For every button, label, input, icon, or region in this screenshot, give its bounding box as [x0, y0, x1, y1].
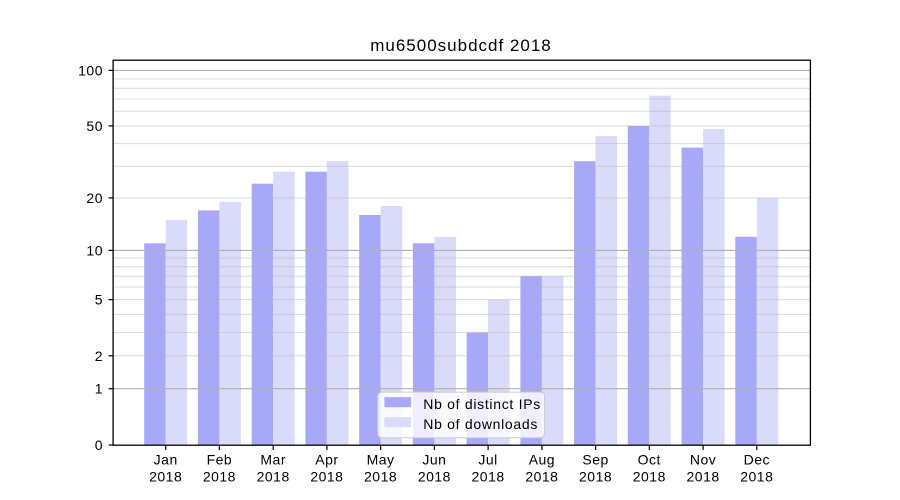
svg-text:100: 100: [78, 62, 103, 78]
svg-text:20: 20: [86, 190, 103, 206]
svg-text:Jul: Jul: [478, 452, 497, 468]
svg-text:2018: 2018: [257, 469, 290, 485]
svg-text:2018: 2018: [418, 469, 451, 485]
svg-text:0: 0: [95, 437, 103, 453]
svg-text:Apr: Apr: [315, 452, 338, 468]
svg-text:2: 2: [95, 348, 103, 364]
svg-text:1: 1: [95, 381, 103, 397]
svg-text:Dec: Dec: [744, 452, 770, 468]
svg-text:2018: 2018: [364, 469, 397, 485]
svg-text:2018: 2018: [310, 469, 343, 485]
svg-text:Nb of distinct IPs: Nb of distinct IPs: [423, 396, 541, 412]
svg-text:10: 10: [86, 242, 103, 258]
svg-text:Mar: Mar: [260, 452, 286, 468]
svg-text:May: May: [367, 452, 395, 468]
svg-text:Feb: Feb: [207, 452, 233, 468]
svg-text:mu6500subdcdf 2018: mu6500subdcdf 2018: [370, 36, 552, 55]
svg-text:2018: 2018: [579, 469, 612, 485]
svg-text:Nb of downloads: Nb of downloads: [423, 416, 538, 432]
svg-text:Jan: Jan: [154, 452, 178, 468]
svg-text:Aug: Aug: [529, 452, 555, 468]
svg-text:2018: 2018: [472, 469, 505, 485]
svg-text:2018: 2018: [203, 469, 236, 485]
svg-text:Oct: Oct: [638, 452, 661, 468]
svg-text:50: 50: [86, 118, 103, 134]
svg-text:2018: 2018: [633, 469, 666, 485]
svg-text:Nov: Nov: [690, 452, 716, 468]
svg-text:5: 5: [95, 292, 103, 308]
svg-text:Jun: Jun: [422, 452, 446, 468]
svg-text:2018: 2018: [740, 469, 773, 485]
svg-text:2018: 2018: [149, 469, 182, 485]
svg-text:Sep: Sep: [582, 452, 608, 468]
svg-text:2018: 2018: [525, 469, 558, 485]
svg-text:2018: 2018: [687, 469, 720, 485]
